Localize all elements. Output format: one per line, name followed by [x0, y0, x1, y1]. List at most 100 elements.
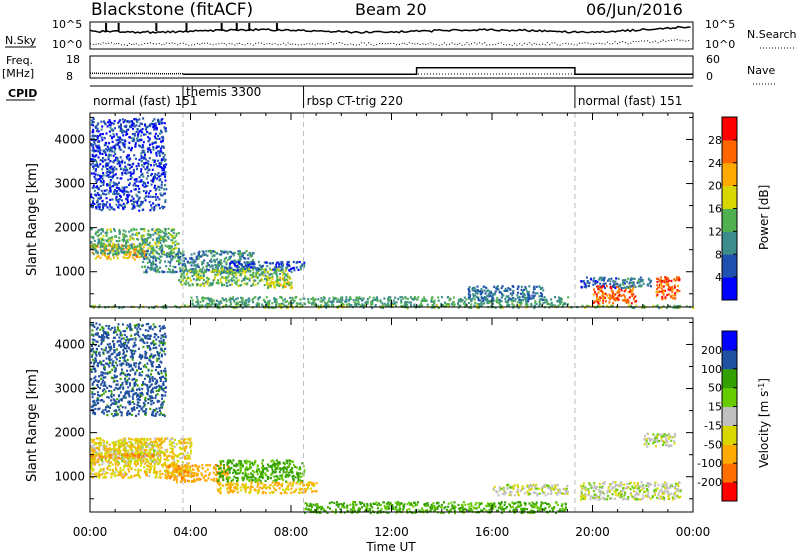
power-cell: [582, 279, 585, 283]
power-cell: [151, 141, 154, 144]
velocity-cell: [186, 441, 189, 444]
velocity-cell: [123, 466, 125, 469]
velocity-cell: [125, 442, 128, 445]
power-cell: [240, 252, 243, 255]
velocity-cell: [173, 474, 176, 477]
colorbar-swatch: [722, 254, 737, 278]
power-cell: [249, 261, 252, 264]
power-cell: [266, 283, 269, 286]
power-cell: [162, 137, 165, 140]
power-cell: [103, 252, 106, 255]
power-cell: [137, 164, 140, 167]
power-cell: [124, 161, 126, 164]
power-cell: [127, 171, 130, 174]
power-cell: [175, 253, 178, 256]
power-cell: [124, 171, 127, 175]
power-cell: [244, 263, 247, 267]
power-cell: [242, 265, 245, 268]
power-cell: [246, 265, 249, 268]
power-cell: [533, 287, 536, 290]
power-cell: [112, 252, 115, 255]
power-cell: [223, 269, 225, 272]
power-cell: [143, 250, 146, 253]
power-cell: [105, 193, 108, 196]
power-cell: [630, 281, 633, 284]
power-cell: [92, 162, 95, 165]
power-cell: [158, 204, 160, 207]
power-cell: [117, 142, 120, 145]
power-cell: [148, 132, 151, 135]
power-cell: [92, 165, 95, 168]
velocity-cell: [207, 477, 210, 480]
power-cell: [656, 280, 659, 284]
power-cell: [154, 257, 157, 260]
beam-label: Beam 20: [355, 0, 427, 19]
power-cell: [219, 259, 221, 262]
power-cell: [90, 305, 93, 308]
power-cell: [224, 266, 226, 269]
power-cell: [113, 228, 115, 231]
power-cell: [161, 181, 163, 184]
velocity-cell: [91, 472, 94, 476]
velocity-cell: [122, 438, 125, 441]
power-cell: [174, 266, 177, 269]
velocity-cell: [155, 437, 158, 440]
power-cell: [252, 268, 255, 271]
noise-panel: [89, 21, 694, 50]
power-cell: [159, 178, 162, 181]
power-cell: [160, 237, 163, 240]
power-cell: [278, 282, 281, 285]
power-cell: [483, 289, 486, 292]
power-cell: [191, 275, 194, 278]
power-cell: [423, 296, 426, 299]
power-cell: [221, 250, 224, 253]
velocity-cell: [210, 478, 213, 481]
power-cell: [670, 288, 673, 291]
power-cell: [586, 304, 589, 307]
velocity-cell: [169, 476, 172, 479]
power-cell: [282, 284, 285, 287]
power-cell: [344, 300, 347, 303]
velocity-cell: [101, 455, 104, 458]
power-cell: [90, 228, 93, 231]
power-cell: [136, 168, 139, 171]
power-cell: [167, 260, 170, 263]
power-cell: [525, 301, 528, 304]
power-cell: [400, 299, 403, 302]
velocity-cell: [212, 479, 215, 482]
power-cell: [160, 255, 163, 258]
power-cell: [138, 180, 141, 183]
power-cell: [610, 277, 613, 280]
power-cell: [206, 265, 209, 268]
velocity-cell: [135, 474, 138, 477]
power-cell: [331, 304, 334, 307]
velocity-cell: [94, 447, 97, 450]
power-cell: [146, 233, 149, 236]
power-cell: [383, 302, 386, 305]
velocity-cell: [123, 447, 126, 450]
power-cell: [170, 254, 172, 257]
power-cell: [156, 237, 159, 240]
velocity-cell: [98, 443, 101, 446]
power-cell: [97, 165, 100, 168]
power-cell: [140, 152, 143, 155]
power-cell: [291, 286, 293, 289]
freq-unit: [MHz]: [2, 67, 34, 80]
velocity-cell: [193, 478, 196, 481]
power-cell: [94, 125, 97, 129]
power-cell: [530, 297, 533, 300]
power-cell: [386, 302, 389, 305]
power-cell: [152, 267, 155, 270]
power-cell: [499, 306, 502, 309]
power-cell: [430, 300, 433, 303]
power-cell: [161, 169, 164, 172]
power-cell: [106, 244, 109, 247]
velocity-cell: [142, 438, 145, 441]
power-cell: [147, 162, 150, 165]
power-cell: [157, 228, 160, 231]
power-cell: [140, 179, 143, 182]
power-cell: [541, 293, 544, 296]
power-cell: [522, 299, 524, 302]
power-cell: [366, 302, 369, 305]
power-cell: [178, 250, 181, 253]
